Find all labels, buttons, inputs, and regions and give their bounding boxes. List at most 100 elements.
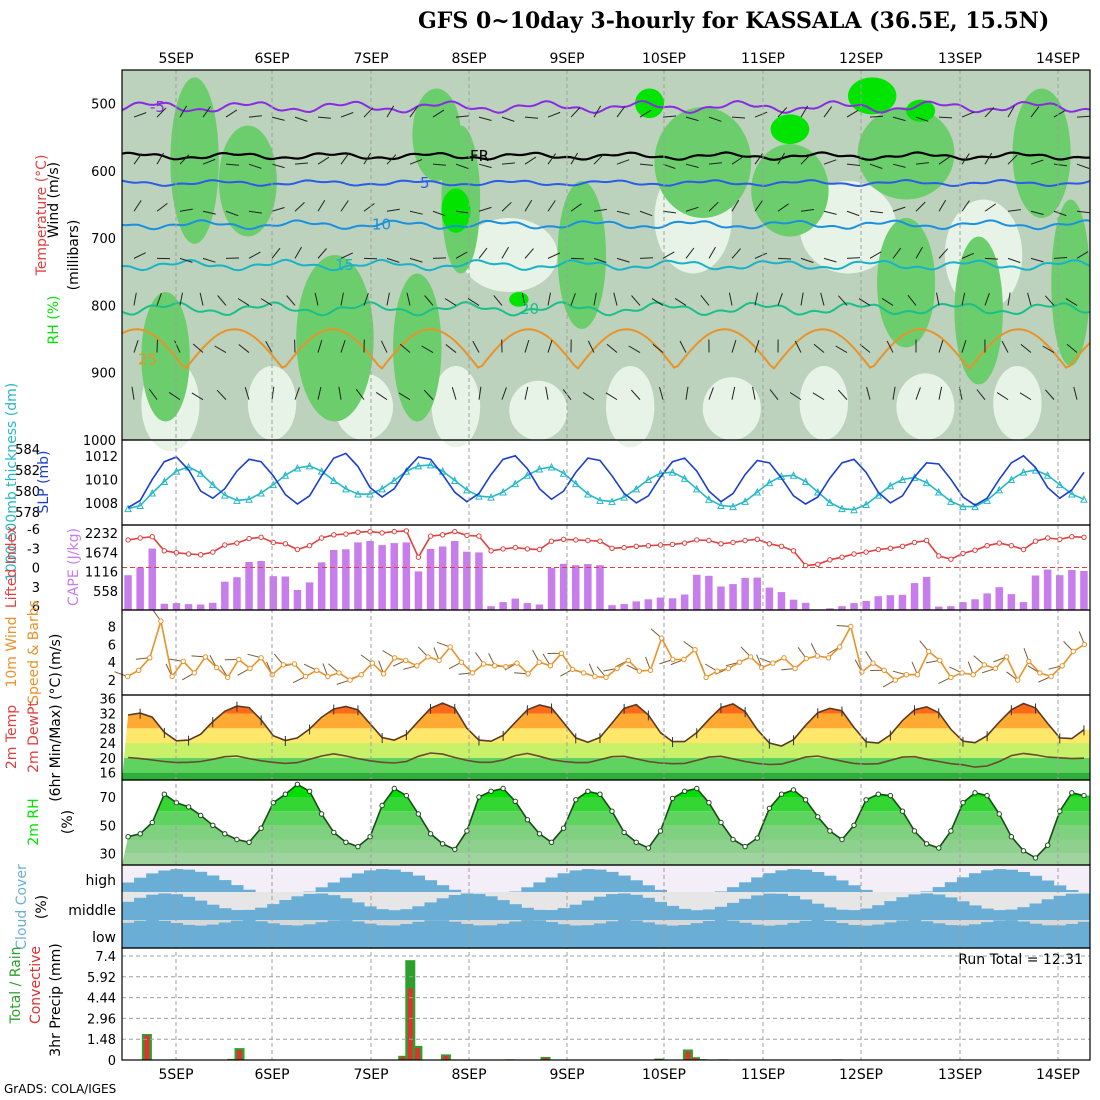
wind-barb: [1076, 210, 1090, 214]
cloud-bar: [860, 889, 873, 892]
ytick-wind: 2: [108, 674, 116, 689]
cloud-bar: [835, 909, 849, 920]
wind-speed-line-marker: [1081, 641, 1088, 648]
li-line-marker: [645, 543, 652, 549]
wind-barb: [1076, 251, 1089, 259]
cape-bar: [874, 596, 882, 610]
wind-barb: [961, 153, 970, 165]
cloud-bar: [569, 904, 583, 920]
wind-barb: [547, 111, 561, 118]
cloud-bar: [303, 893, 317, 920]
wind-speed-line-marker: [469, 670, 476, 676]
cape-bar: [1068, 570, 1076, 610]
wind-barb: [731, 116, 746, 119]
thickness-line-marker: [136, 501, 144, 510]
li-line-marker: [669, 541, 676, 548]
cloud-bar: [279, 900, 292, 920]
wind-barb: [1007, 154, 1018, 165]
wind-speed-line-marker: [892, 677, 898, 683]
wind-barb: [179, 292, 183, 306]
li-line-marker: [258, 534, 264, 540]
ytick-wind: 6: [108, 638, 116, 653]
ylabel-wind: Wind (m/s): [46, 162, 62, 238]
wind-barb: [179, 257, 193, 263]
wind-speed-line-marker: [714, 668, 720, 674]
wind-barb: [961, 111, 975, 118]
rh-dry-region: [509, 380, 568, 440]
dewpt-line: [128, 752, 1085, 768]
cloud-bar: [521, 887, 534, 892]
thickness-line-marker: [886, 481, 895, 490]
cape-bar: [317, 562, 326, 610]
li-line-marker: [415, 554, 422, 560]
wind-speed-line-marker: [692, 647, 698, 653]
ylabel-dewpt2m: 2m DewPt: [26, 701, 42, 773]
wind-barb: [133, 112, 147, 118]
wind-barb: [1001, 340, 1009, 353]
wind-barb: [1066, 343, 1078, 353]
cloud-bar: [533, 882, 546, 892]
cloud-bar: [206, 875, 220, 892]
axis-labels: 5SEP 5SEP 6SEP 6SEP 7SEP 7SEP 8SEP 8SEP 9SEP 9SEP…: [4, 51, 1083, 1083]
cloud-bar: [981, 922, 994, 948]
thickness-line-marker: [475, 492, 483, 500]
wind-barb: [570, 257, 585, 260]
cloud-bar: [593, 896, 607, 920]
ytick-temp: 36: [99, 693, 116, 708]
wind-speed-line-marker: [291, 661, 298, 667]
cloud-bar: [194, 925, 208, 948]
wind-barb: [467, 297, 480, 306]
rh-line-marker: [839, 836, 845, 843]
thickness-line-marker: [765, 478, 774, 487]
wind-barb: [1053, 163, 1067, 167]
wind-barb: [179, 208, 193, 212]
wind-barb: [708, 116, 722, 122]
wind-barb: [892, 206, 906, 212]
cloud-bar: [811, 872, 825, 892]
wind-speed-line-marker: [926, 648, 932, 655]
cape-bar: [656, 597, 665, 610]
wind-barb: [915, 246, 923, 259]
thickness-line-marker: [487, 493, 495, 501]
cloud-bar: [1053, 925, 1067, 948]
wind-barb: [800, 292, 804, 306]
cloud-bar: [932, 923, 946, 948]
rh-line-marker: [960, 800, 966, 806]
ytick-li: -3: [27, 542, 40, 557]
cloud-bar: [823, 920, 837, 948]
ytick-precip: 2.96: [87, 1012, 116, 1027]
wind-barb: [133, 340, 139, 353]
wind-barb: [179, 154, 190, 165]
li-line-marker: [282, 541, 289, 547]
wind-barb: [961, 292, 966, 306]
cloud-bar: [848, 925, 861, 948]
thickness-line-marker: [342, 484, 350, 493]
wind-barb: [835, 345, 848, 353]
cloud-bar: [835, 880, 849, 892]
rh-dry-region: [606, 366, 655, 448]
cloud-bar: [630, 880, 643, 892]
rh-line-marker: [1045, 842, 1051, 848]
thickness-line: [127, 464, 1085, 511]
rh-line-marker: [802, 797, 809, 803]
rh-line-marker: [1008, 834, 1015, 840]
cloud-bar: [424, 920, 438, 948]
temp-line: [127, 702, 1085, 747]
li-line-marker: [234, 540, 240, 546]
wind-barb: [409, 210, 423, 215]
li-line-marker: [149, 534, 156, 540]
cloud-bar: [944, 925, 958, 948]
thickness-line-marker: [717, 501, 725, 510]
rh-line-marker: [585, 788, 591, 794]
isotherm-FR: [121, 151, 1091, 161]
wind-speed-line-marker: [503, 664, 509, 670]
rh-line-marker: [996, 811, 1002, 817]
wind-barb: [451, 387, 457, 400]
cloud-bar: [158, 870, 171, 892]
wind-barb: [1053, 210, 1067, 217]
wind-barb: [846, 163, 860, 166]
cloud-bar: [206, 924, 220, 948]
rh-dry-region: [799, 366, 848, 440]
wind-barb: [800, 105, 809, 118]
cloud-bar: [775, 870, 788, 892]
